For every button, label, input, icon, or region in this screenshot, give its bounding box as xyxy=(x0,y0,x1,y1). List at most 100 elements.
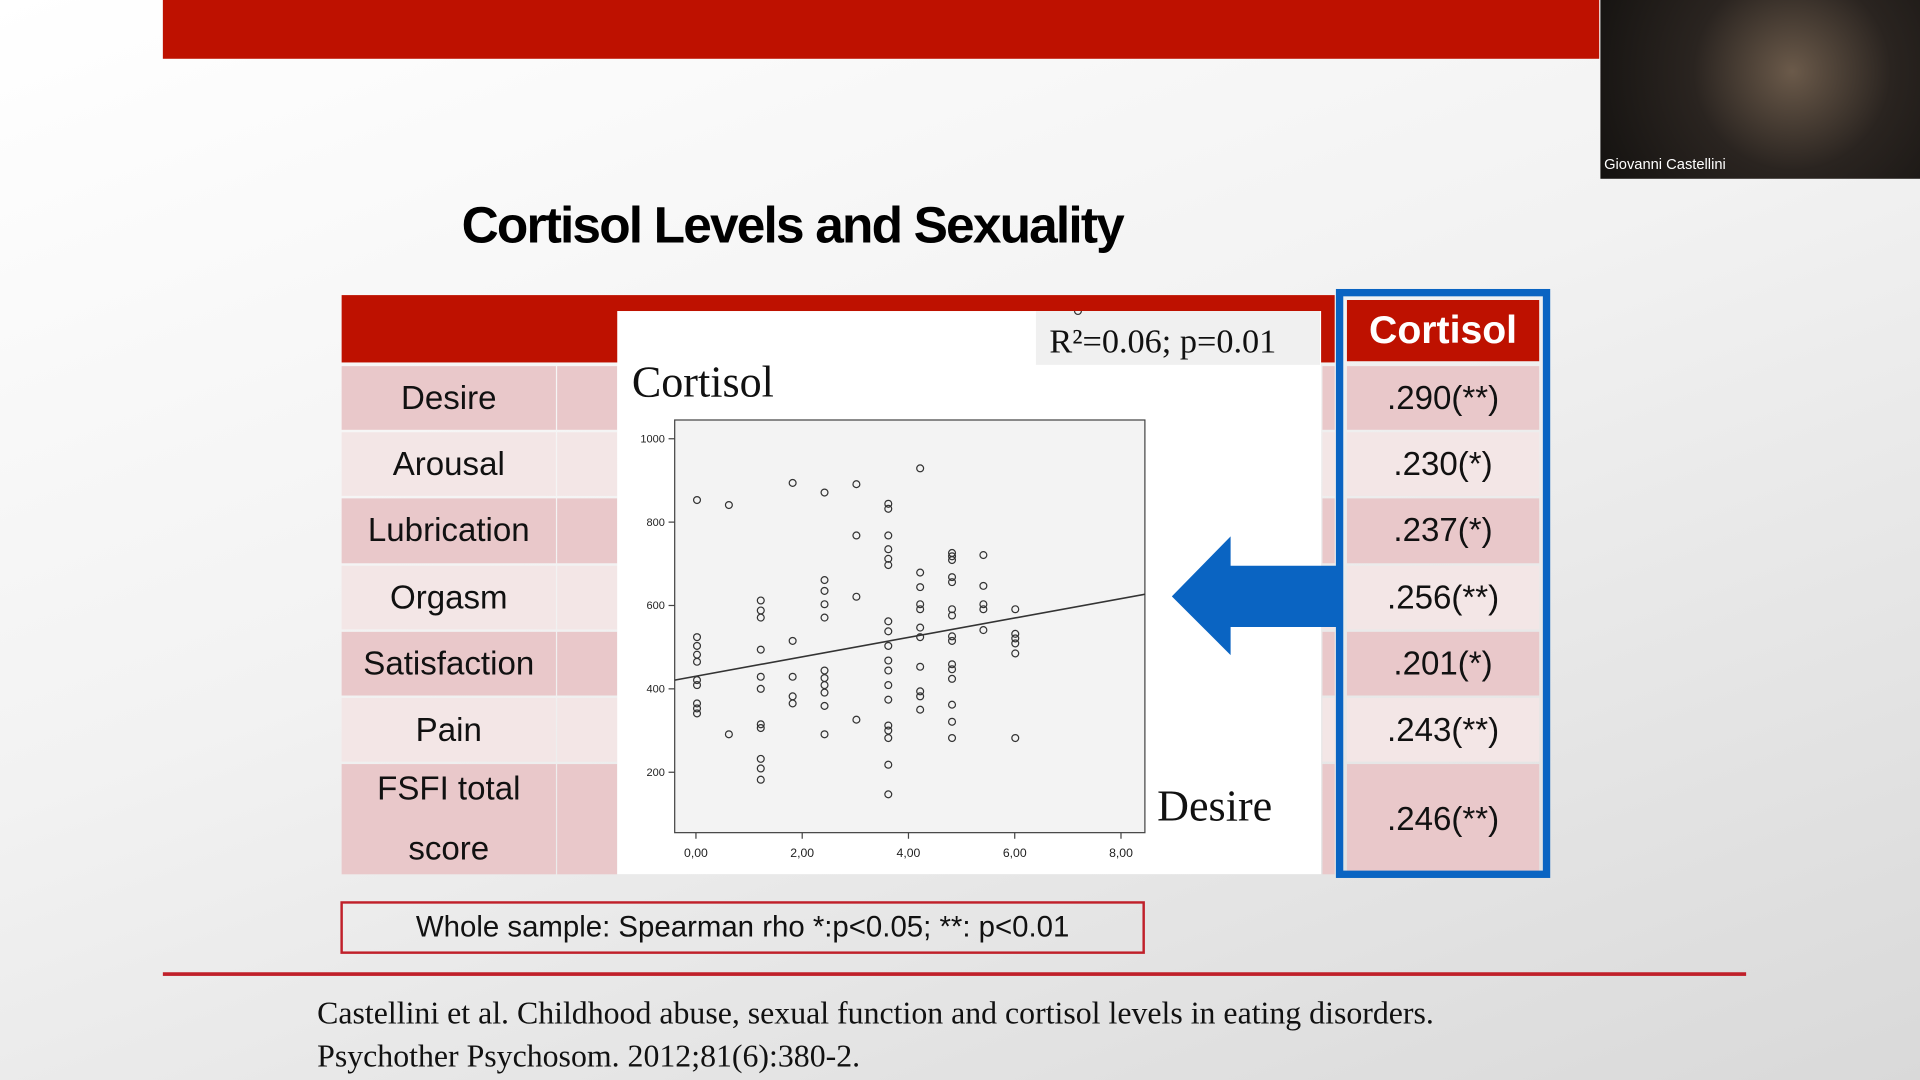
point xyxy=(916,692,925,701)
point xyxy=(884,499,893,508)
point xyxy=(1011,733,1020,743)
point xyxy=(947,700,957,709)
point xyxy=(916,600,925,609)
row-spacer xyxy=(557,565,618,630)
point xyxy=(1011,605,1020,614)
plot-area xyxy=(674,419,1146,834)
point xyxy=(692,495,702,505)
point xyxy=(820,576,829,585)
point xyxy=(947,674,957,683)
point xyxy=(820,613,829,622)
point xyxy=(916,605,925,614)
point xyxy=(756,672,765,681)
y-tick-label: 800 xyxy=(647,517,665,529)
x-tick-label: 0,00 xyxy=(684,846,708,860)
point xyxy=(692,709,702,718)
point xyxy=(756,723,765,733)
arrow xyxy=(1171,536,1338,656)
point xyxy=(884,760,893,769)
scatter-image: R²=0.06; p=0.01 Cortisol Desire 200 400 600 80… xyxy=(617,311,1322,875)
row-label: Arousal xyxy=(341,432,556,496)
point xyxy=(820,488,829,497)
point xyxy=(979,581,988,590)
row-value: .237(*) xyxy=(1346,498,1540,564)
point xyxy=(1011,629,1020,638)
point xyxy=(884,627,893,636)
y-tick-label: 1000 xyxy=(640,433,665,445)
row-value: .243(**) xyxy=(1346,697,1540,762)
point xyxy=(756,764,765,773)
point xyxy=(884,790,893,799)
highlight-frame xyxy=(1335,288,1551,878)
point xyxy=(1011,634,1020,643)
divider xyxy=(162,972,1747,976)
row-label: Lubrication xyxy=(341,498,556,564)
point xyxy=(947,611,957,620)
webcam-tile: Giovanni Castellini xyxy=(1600,0,1920,179)
point xyxy=(756,720,765,729)
point xyxy=(692,657,702,666)
row-label: Orgasm xyxy=(341,565,556,630)
slide-title: Cortisol Levels and Sexuality xyxy=(461,195,1125,254)
row-spacer xyxy=(557,432,618,496)
row-spacer xyxy=(557,631,618,696)
point xyxy=(820,666,829,675)
point xyxy=(947,660,957,669)
point xyxy=(820,730,829,739)
point xyxy=(820,701,829,710)
point xyxy=(756,775,765,784)
point xyxy=(852,715,861,724)
point xyxy=(788,672,797,681)
point xyxy=(852,531,861,540)
point xyxy=(979,600,988,609)
x-tick-label: 8,00 xyxy=(1109,846,1133,860)
point xyxy=(947,632,957,641)
point xyxy=(756,684,765,693)
row-spacer xyxy=(1322,366,1335,430)
point xyxy=(884,721,893,730)
point xyxy=(947,573,957,582)
point xyxy=(884,545,893,554)
point xyxy=(947,733,957,743)
point xyxy=(692,641,702,650)
point xyxy=(884,561,893,570)
point xyxy=(756,596,765,605)
point xyxy=(884,656,893,665)
x-tick-label: 4,00 xyxy=(897,846,921,860)
point xyxy=(884,531,893,540)
point xyxy=(947,552,957,561)
point xyxy=(916,705,925,714)
point xyxy=(916,568,925,577)
trend-line xyxy=(674,593,1146,681)
annotation: R²=0.06; p=0.01 xyxy=(1049,323,1276,361)
row-value: .246(**) xyxy=(1346,764,1540,875)
y-tick-label: 400 xyxy=(647,684,665,696)
point xyxy=(692,681,702,690)
point xyxy=(692,633,702,642)
point xyxy=(1011,639,1020,648)
point xyxy=(884,504,893,513)
point xyxy=(884,617,893,626)
point xyxy=(947,717,957,726)
row-spacer xyxy=(1322,631,1335,696)
point xyxy=(820,681,829,690)
point xyxy=(979,605,988,614)
point xyxy=(692,704,702,713)
point xyxy=(979,626,988,635)
point xyxy=(884,681,893,690)
row-spacer xyxy=(557,498,618,564)
point xyxy=(947,578,957,587)
point xyxy=(692,699,702,708)
row-spacer xyxy=(1322,697,1335,762)
point xyxy=(820,688,829,697)
point xyxy=(724,500,733,510)
point xyxy=(884,733,893,743)
row-label: FSFI total score xyxy=(341,764,556,875)
point xyxy=(947,556,957,565)
y-tick-label: 200 xyxy=(647,767,665,779)
point xyxy=(947,636,957,645)
row-value: .256(**) xyxy=(1346,565,1540,630)
x-tick-label: 2,00 xyxy=(790,846,814,860)
row-value: .230(*) xyxy=(1346,432,1540,496)
point xyxy=(756,645,765,654)
